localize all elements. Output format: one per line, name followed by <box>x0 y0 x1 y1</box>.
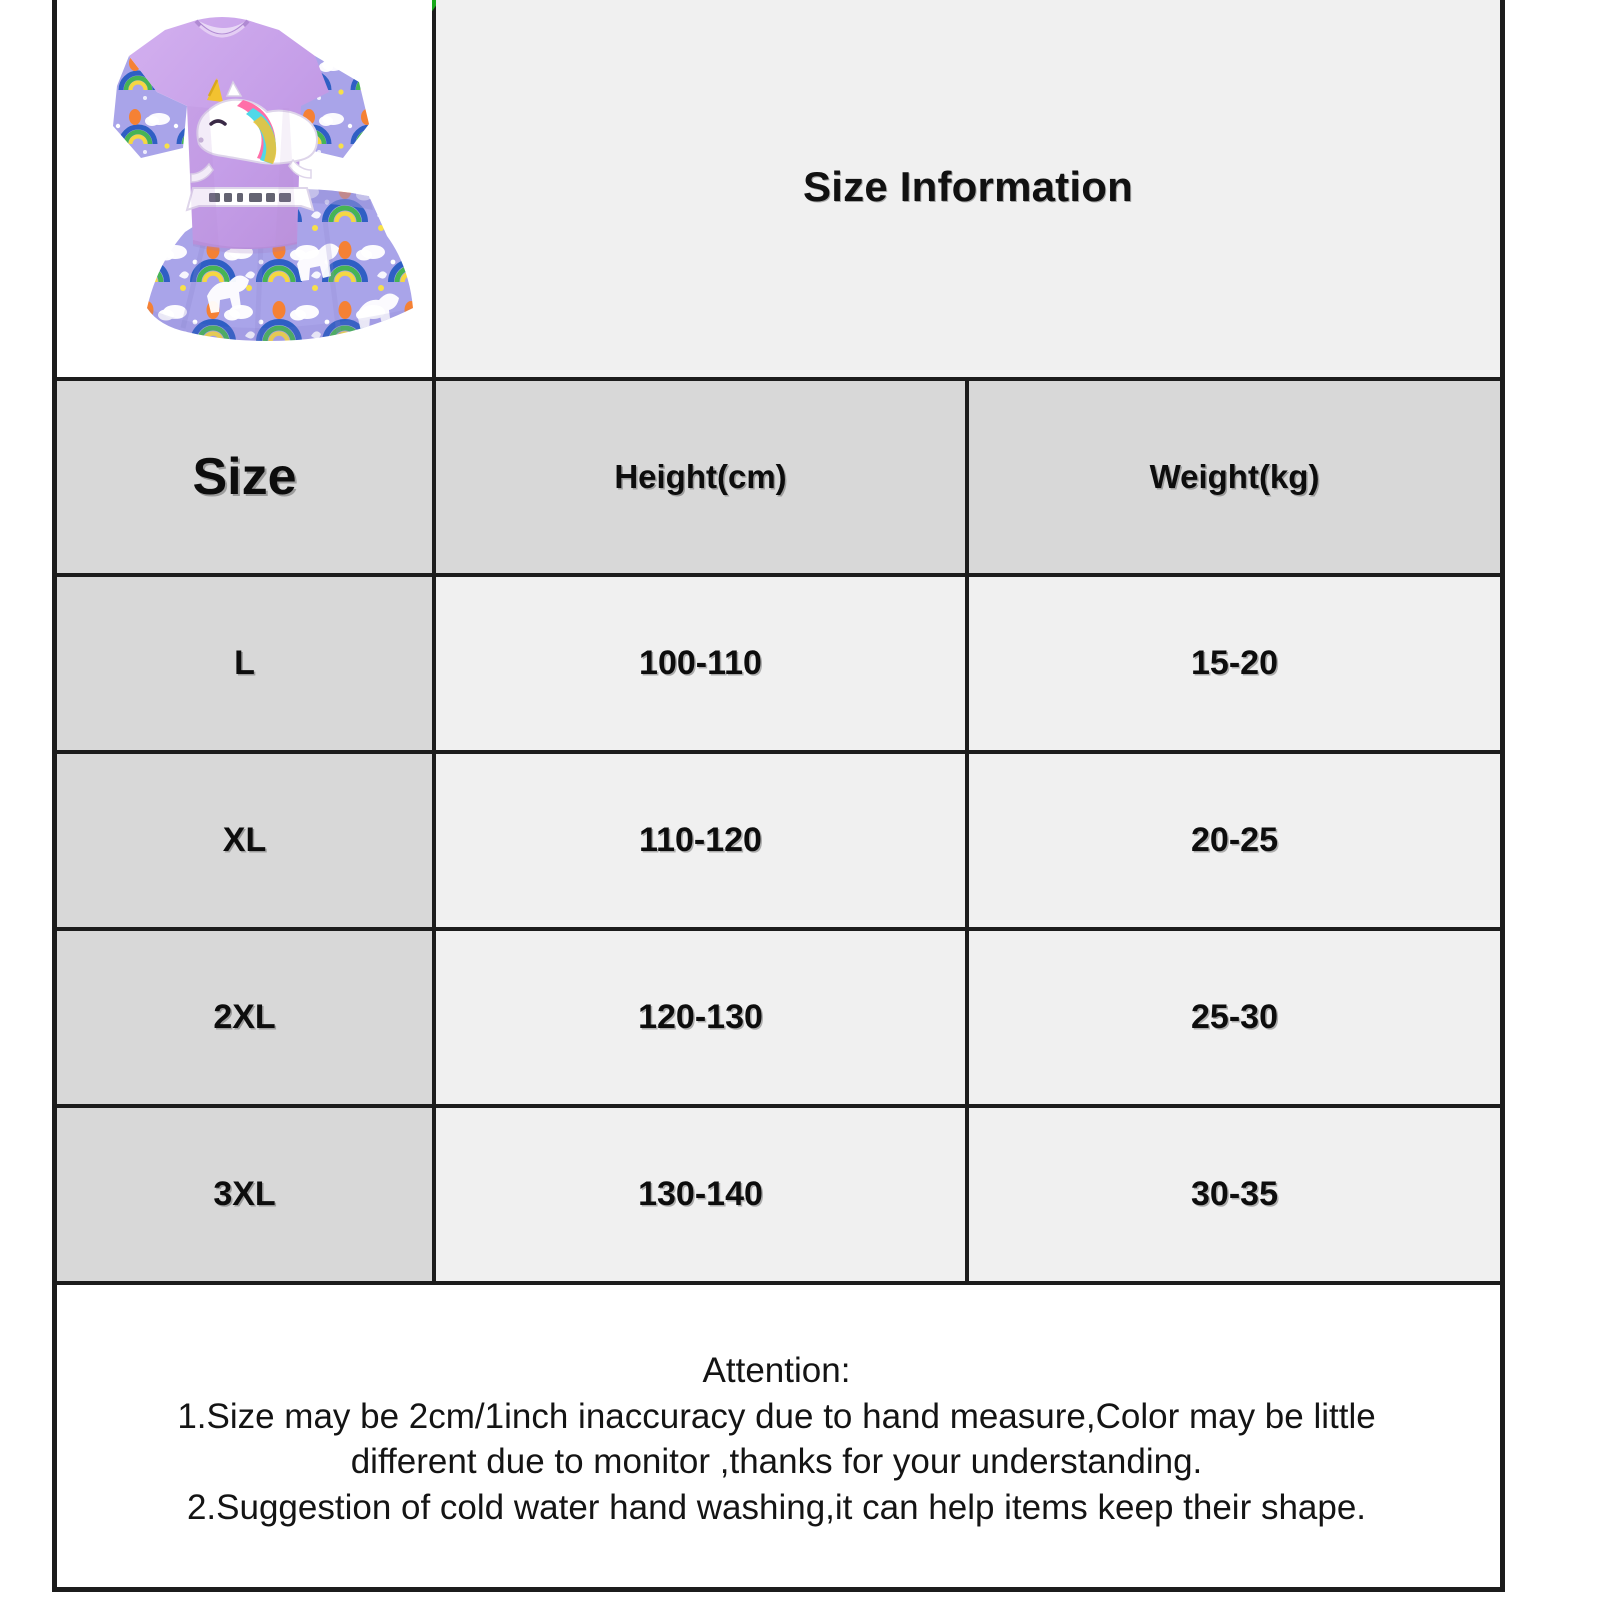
cell-weight: 30-35 <box>965 1104 1500 1285</box>
table-row-attention: Attention: 1.Size may be 2cm/1inch inacc… <box>57 1281 1500 1587</box>
attention-line-2: different due to monitor ,thanks for you… <box>350 1442 1203 1481</box>
attention-line-3: 2.Suggestion of cold water hand washing,… <box>186 1487 1367 1527</box>
page-title: Size Information <box>803 162 1133 210</box>
product-image-cell <box>57 0 436 381</box>
product-image <box>57 0 432 377</box>
column-header-height: Height(cm) <box>432 377 969 577</box>
table-row: L 100-110 15-20 <box>57 573 1500 754</box>
cell-weight: 25-30 <box>965 927 1500 1108</box>
cell-size: 2XL <box>57 927 436 1108</box>
table-header-row: Size Height(cm) Weight(kg) <box>57 377 1500 577</box>
cell-height: 130-140 <box>432 1104 969 1285</box>
size-chart-table-container: Size Information Size Height(cm) Weight(… <box>52 0 1505 1592</box>
column-header-size: Size <box>57 377 436 577</box>
table-row-title: Size Information <box>57 0 1500 381</box>
cell-height: 110-120 <box>432 750 969 931</box>
table-row: 3XL 130-140 30-35 <box>57 1104 1500 1285</box>
cell-size: XL <box>57 750 436 931</box>
column-header-weight: Weight(kg) <box>965 377 1500 577</box>
cell-weight: 15-20 <box>965 573 1500 754</box>
cell-size: L <box>57 573 436 754</box>
attention-line-1: 1.Size may be 2cm/1inch inaccuracy due t… <box>177 1396 1376 1436</box>
cell-weight: 20-25 <box>965 750 1500 931</box>
attention-cell: Attention: 1.Size may be 2cm/1inch inacc… <box>57 1281 1500 1587</box>
size-information-title-cell: Size Information <box>432 0 1500 381</box>
cell-height: 120-130 <box>432 927 969 1108</box>
cell-height: 100-110 <box>432 573 969 754</box>
table-row: 2XL 120-130 25-30 <box>57 927 1500 1108</box>
table-row: XL 110-120 20-25 <box>57 750 1500 931</box>
attention-heading: Attention: <box>702 1351 851 1390</box>
cell-size: 3XL <box>57 1104 436 1285</box>
size-chart-table: Size Information Size Height(cm) Weight(… <box>57 0 1500 1587</box>
